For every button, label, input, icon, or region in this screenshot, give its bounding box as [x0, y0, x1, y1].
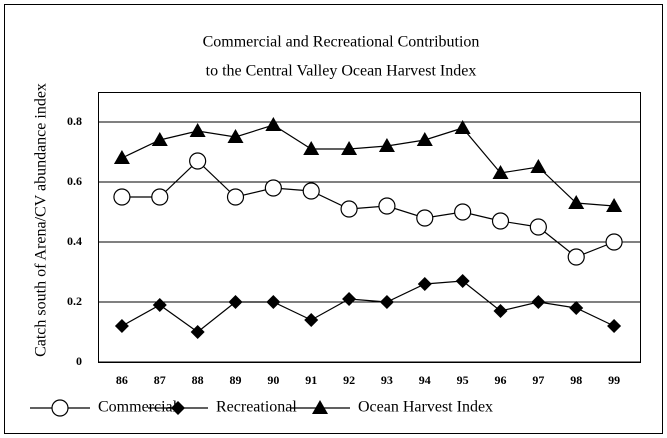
- chart-title: to the Central Valley Ocean Harvest Inde…: [206, 63, 477, 80]
- series-line: [121, 280, 615, 333]
- marker-circle: [529, 218, 547, 236]
- marker-circle: [302, 182, 320, 200]
- marker-circle: [264, 179, 282, 197]
- marker-diamond: [171, 401, 185, 415]
- outer-frame: [4, 4, 663, 434]
- x-tick-label: 86: [116, 373, 128, 387]
- marker-circle: [605, 233, 623, 251]
- marker-circle: [567, 248, 585, 266]
- marker-triangle: [378, 138, 395, 152]
- legend-label: Recreational: [216, 399, 297, 416]
- y-tick-label: 0: [76, 354, 82, 368]
- legend-label: Commercial: [98, 399, 178, 416]
- marker-circle: [340, 200, 358, 218]
- marker-triangle: [312, 400, 328, 414]
- x-tick-label: 96: [495, 373, 507, 387]
- marker-triangle: [530, 159, 547, 173]
- marker-diamond: [379, 295, 394, 309]
- marker-circle: [491, 212, 510, 230]
- marker-triangle: [454, 120, 471, 134]
- x-tick-label: 97: [532, 373, 544, 387]
- marker-diamond: [304, 313, 319, 327]
- y-tick-label: 0.8: [67, 114, 82, 128]
- marker-triangle: [265, 117, 282, 131]
- marker-circle: [51, 399, 69, 417]
- marker-triangle: [341, 141, 358, 155]
- y-tick-label: 0.4: [67, 234, 82, 248]
- marker-circle: [378, 197, 396, 215]
- marker-diamond: [607, 319, 622, 333]
- marker-diamond: [152, 298, 167, 312]
- x-tick-label: 92: [343, 373, 355, 387]
- marker-triangle: [303, 141, 320, 155]
- x-tick-label: 88: [192, 373, 204, 387]
- marker-diamond: [190, 325, 205, 339]
- marker-triangle: [568, 195, 585, 209]
- series-line: [121, 160, 615, 258]
- marker-triangle: [416, 132, 433, 146]
- marker-triangle: [492, 165, 509, 179]
- marker-triangle: [189, 123, 206, 137]
- marker-diamond: [531, 295, 546, 309]
- marker-circle: [151, 188, 169, 206]
- marker-diamond: [569, 301, 584, 315]
- x-tick-label: 99: [608, 373, 620, 387]
- chart-title: Commercial and Recreational Contribution: [203, 34, 480, 51]
- marker-diamond: [493, 304, 508, 318]
- marker-diamond: [417, 277, 432, 291]
- x-tick-label: 98: [570, 373, 582, 387]
- legend-label: Ocean Harvest Index: [358, 399, 493, 416]
- marker-diamond: [266, 295, 281, 309]
- marker-diamond: [228, 295, 243, 309]
- marker-circle: [454, 203, 472, 221]
- x-tick-label: 90: [267, 373, 279, 387]
- marker-diamond: [114, 319, 129, 333]
- x-tick-label: 87: [154, 373, 166, 387]
- x-tick-label: 91: [305, 373, 317, 387]
- marker-triangle: [113, 150, 130, 164]
- x-tick-label: 89: [230, 373, 242, 387]
- y-axis-label: Catch south of Arena/CV abundance index: [33, 83, 50, 357]
- y-tick-label: 0.2: [67, 294, 82, 308]
- marker-triangle: [606, 198, 623, 212]
- x-tick-label: 94: [419, 373, 431, 387]
- marker-circle: [113, 188, 131, 206]
- x-tick-label: 93: [381, 373, 393, 387]
- y-tick-label: 0.6: [67, 174, 82, 188]
- plot-frame: [98, 92, 641, 363]
- marker-circle: [416, 209, 434, 227]
- marker-circle: [226, 188, 245, 206]
- marker-triangle: [151, 132, 168, 146]
- series-line: [121, 124, 615, 207]
- marker-triangle: [227, 129, 244, 143]
- marker-diamond: [342, 292, 357, 306]
- marker-circle: [189, 152, 207, 170]
- x-tick-label: 95: [457, 373, 469, 387]
- marker-diamond: [455, 274, 470, 288]
